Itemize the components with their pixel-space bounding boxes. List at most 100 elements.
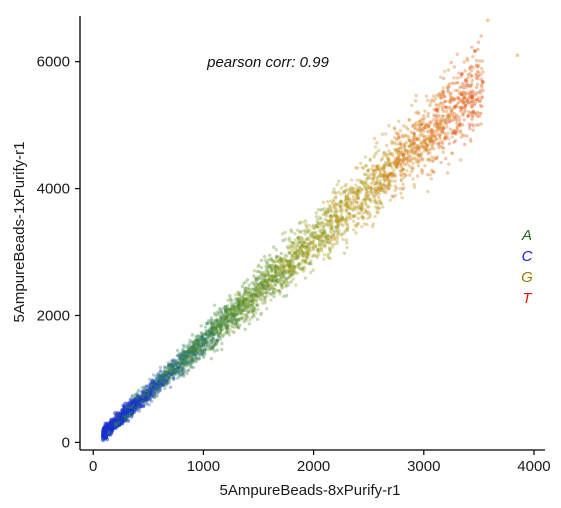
data-point: [213, 330, 218, 334]
data-point: [274, 280, 278, 284]
data-point: [384, 184, 389, 188]
data-point: [162, 377, 166, 382]
data-point: [148, 387, 152, 392]
data-point: [449, 118, 453, 123]
data-point: [145, 387, 150, 392]
data-point: [329, 206, 333, 211]
data-point: [232, 313, 236, 318]
data-point: [345, 207, 349, 211]
data-point: [194, 358, 198, 363]
data-point: [246, 302, 250, 307]
data-point: [465, 91, 470, 95]
data-point: [455, 102, 460, 106]
data-point: [226, 307, 231, 312]
data-point: [415, 160, 419, 164]
data-point: [237, 300, 241, 305]
data-point: [364, 209, 368, 214]
data-point: [277, 259, 282, 263]
data-point: [251, 299, 255, 304]
data-point: [295, 248, 300, 252]
data-point: [213, 313, 218, 317]
data-point: [218, 306, 222, 311]
data-point: [161, 383, 165, 387]
data-point: [432, 147, 436, 151]
data-point: [441, 89, 446, 94]
data-point: [435, 122, 440, 126]
data-point: [411, 136, 416, 140]
data-point: [374, 164, 378, 168]
data-point: [263, 299, 267, 303]
data-point: [288, 267, 292, 271]
data-point: [224, 324, 228, 328]
data-point: [254, 285, 258, 290]
data-point: [382, 162, 387, 167]
data-point: [235, 325, 240, 329]
data-point: [157, 376, 161, 381]
data-point: [147, 393, 151, 397]
data-point: [354, 183, 358, 187]
data-point: [172, 367, 176, 372]
data-point: [284, 237, 288, 241]
data-point: [469, 99, 474, 104]
data-point: [168, 385, 173, 389]
data-point: [160, 376, 165, 380]
data-point: [295, 244, 300, 248]
data-point: [339, 218, 343, 223]
data-point: [387, 187, 391, 191]
data-point: [156, 382, 161, 386]
data-point: [463, 99, 467, 104]
data-point: [411, 131, 416, 135]
data-point: [279, 257, 283, 261]
data-point: [360, 201, 365, 205]
data-point: [410, 167, 415, 171]
data-point: [170, 372, 174, 377]
data-point: [407, 163, 411, 168]
data-point: [209, 319, 213, 323]
data-point: [147, 396, 151, 401]
data-point: [259, 274, 263, 278]
x-tick-label: 4000: [517, 458, 550, 475]
data-point: [262, 287, 266, 292]
data-point: [194, 356, 199, 360]
data-point: [313, 244, 318, 249]
data-point: [222, 332, 226, 336]
data-point: [162, 371, 166, 375]
data-point: [245, 287, 249, 291]
data-point: [234, 318, 239, 322]
data-point: [272, 287, 276, 291]
data-point: [271, 274, 276, 279]
data-point: [396, 148, 401, 152]
data-point: [265, 272, 269, 277]
data-point: [193, 338, 198, 343]
data-point: [400, 152, 404, 156]
data-point: [173, 370, 178, 375]
data-point: [281, 260, 286, 264]
data-point: [314, 224, 318, 228]
data-point: [412, 141, 417, 145]
data-point: [226, 325, 230, 329]
data-point: [194, 339, 198, 343]
data-point: [222, 315, 227, 319]
data-point: [159, 379, 163, 383]
data-point: [212, 342, 216, 346]
data-point: [342, 217, 347, 222]
data-point: [336, 218, 340, 223]
data-point: [212, 342, 217, 347]
data-point: [367, 205, 371, 209]
data-point: [173, 363, 178, 367]
data-point: [217, 311, 222, 316]
data-point: [138, 402, 143, 407]
data-point: [352, 194, 356, 198]
data-point: [264, 283, 268, 288]
data-point: [471, 55, 475, 59]
data-point: [334, 213, 338, 217]
data-point: [435, 107, 439, 111]
data-point: [404, 133, 408, 137]
data-point: [415, 151, 420, 155]
data-point: [281, 271, 285, 275]
data-point: [444, 120, 449, 125]
data-point: [160, 379, 165, 383]
data-point: [199, 331, 203, 335]
data-point: [157, 379, 162, 384]
data-point: [184, 351, 188, 355]
